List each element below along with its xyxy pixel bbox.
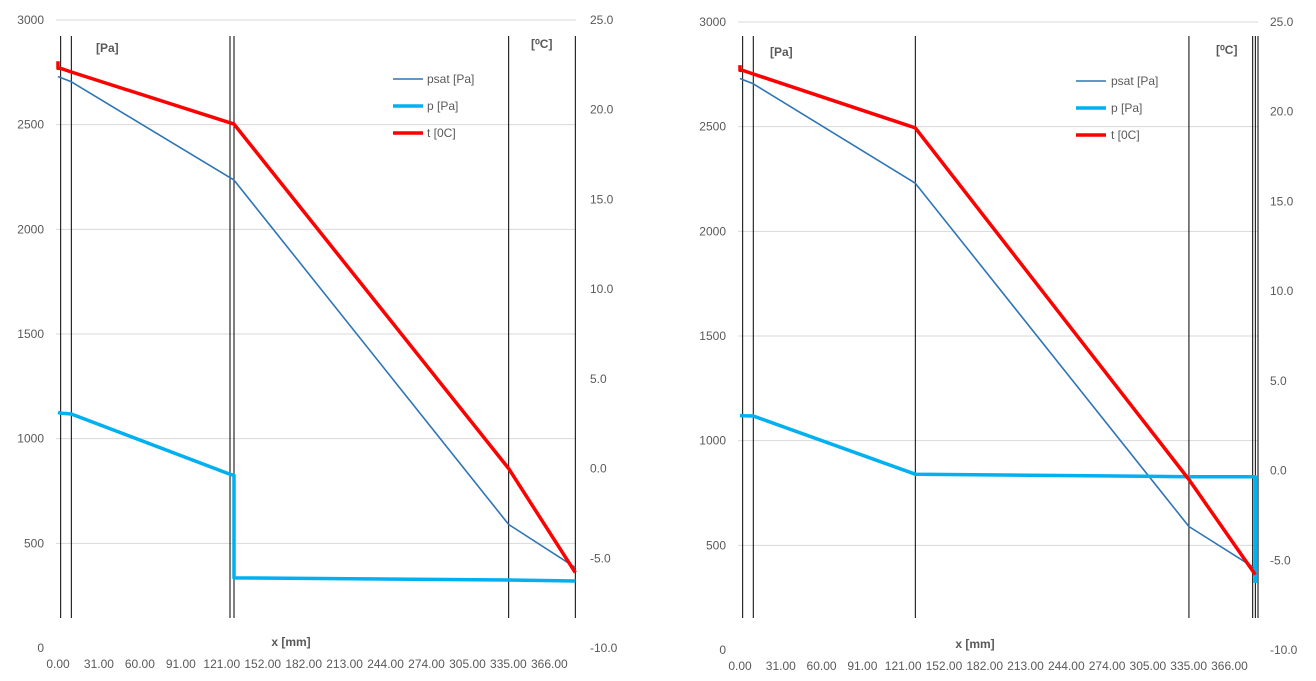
legend: psat [Pa] p [Pa] t [0C] [1076,74,1158,142]
x-tick-label: 91.00 [847,659,877,673]
x-tick-label: 31.00 [84,657,114,671]
y-left-axis-title: [Pa] [96,41,119,55]
legend-label: psat [Pa] [1111,74,1158,88]
legend-label: psat [Pa] [427,72,474,86]
y-right-tick-label: 20.0 [590,103,614,117]
y-right-tick-label: 10.0 [590,282,614,296]
x-axis-title: x [mm] [271,635,310,649]
psat-series-line [57,75,576,569]
x-tick-label: 366.00 [1211,659,1248,673]
y-right-tick-label: 25.0 [590,13,614,27]
y-right-tick-label: 0.0 [590,462,607,476]
x-tick-label: 60.00 [807,659,837,673]
legend-label: p [Pa] [1111,101,1142,115]
x-tick-label: 244.00 [367,657,404,671]
chart-right: 3000 2500 2000 1500 1000 500 0 25.0 20.0 15.0 10.0… [699,15,1298,673]
y-right-tick-label: -10.0 [1270,643,1298,657]
x-tick-label: 366.00 [531,657,568,671]
y-right-tick-label: -5.0 [590,551,611,565]
t-series-line [56,61,577,574]
p-series-line [57,410,576,583]
legend: psat [Pa] p [Pa] t [0C] [393,72,474,140]
x-tick-label: 213.00 [1007,659,1044,673]
y-right-tick-label: 5.0 [590,372,607,386]
t-series-line [738,65,1257,576]
y-right-tick-label: 10.0 [1270,284,1294,298]
y-right-tick-label: 5.0 [1270,374,1287,388]
x-tick-label: 182.00 [966,659,1003,673]
legend-label: t [0C] [427,126,456,140]
y-left-tick-label: 0 [37,641,44,655]
y-left-tick-label: 500 [706,538,726,552]
x-axis-title: x [mm] [955,637,994,651]
x-tick-label: 0.00 [46,657,70,671]
y-right-tick-label: 25.0 [1270,15,1294,29]
y-left-tick-label: 1500 [17,327,44,341]
y-right-tick-label: 20.0 [1270,105,1294,119]
y-right-tick-label: -5.0 [1270,553,1291,567]
y-left-tick-label: 3000 [17,13,44,27]
y-left-tick-label: 2000 [699,224,726,238]
y-left-tick-label: 3000 [699,15,726,29]
x-tick-label: 152.00 [926,659,963,673]
x-tick-label: 244.00 [1048,659,1085,673]
p-series-line [739,413,1258,583]
x-tick-label: 91.00 [166,657,196,671]
x-tick-label: 274.00 [1089,659,1126,673]
legend-label: p [Pa] [427,99,458,113]
x-tick-label: 305.00 [1130,659,1167,673]
x-tick-label: 152.00 [244,657,281,671]
x-tick-label: 335.00 [1170,659,1207,673]
y-right-tick-label: 15.0 [1270,194,1294,208]
psat-series-line [739,77,1256,570]
y-right-axis-title: [⁰C] [531,37,552,51]
y-left-tick-label: 500 [24,536,44,550]
y-left-axis-title: [Pa] [770,45,793,59]
y-left-tick-label: 1000 [17,432,44,446]
y-left-tick-label: 2500 [699,120,726,134]
legend-label: t [0C] [1111,128,1140,142]
chart-left: 3000 2500 2000 1500 1000 500 0 25.0 20.0 15.0 10.0… [17,13,618,671]
y-left-tick-label: 2000 [17,222,44,236]
x-tick-label: 213.00 [326,657,363,671]
x-tick-label: 274.00 [408,657,445,671]
y-left-tick-label: 1500 [699,329,726,343]
x-tick-label: 335.00 [490,657,527,671]
x-tick-label: 121.00 [885,659,922,673]
x-tick-label: 0.00 [728,659,752,673]
y-left-tick-label: 0 [719,643,726,657]
x-tick-label: 182.00 [285,657,322,671]
y-right-tick-label: 15.0 [590,192,614,206]
y-left-tick-label: 1000 [699,434,726,448]
y-right-tick-label: 0.0 [1270,464,1287,478]
x-tick-label: 121.00 [203,657,240,671]
y-right-axis-title: [⁰C] [1216,43,1237,57]
x-tick-label: 31.00 [766,659,796,673]
x-tick-label: 60.00 [125,657,155,671]
x-tick-label: 305.00 [449,657,486,671]
y-left-tick-label: 2500 [17,118,44,132]
y-right-tick-label: -10.0 [590,641,618,655]
